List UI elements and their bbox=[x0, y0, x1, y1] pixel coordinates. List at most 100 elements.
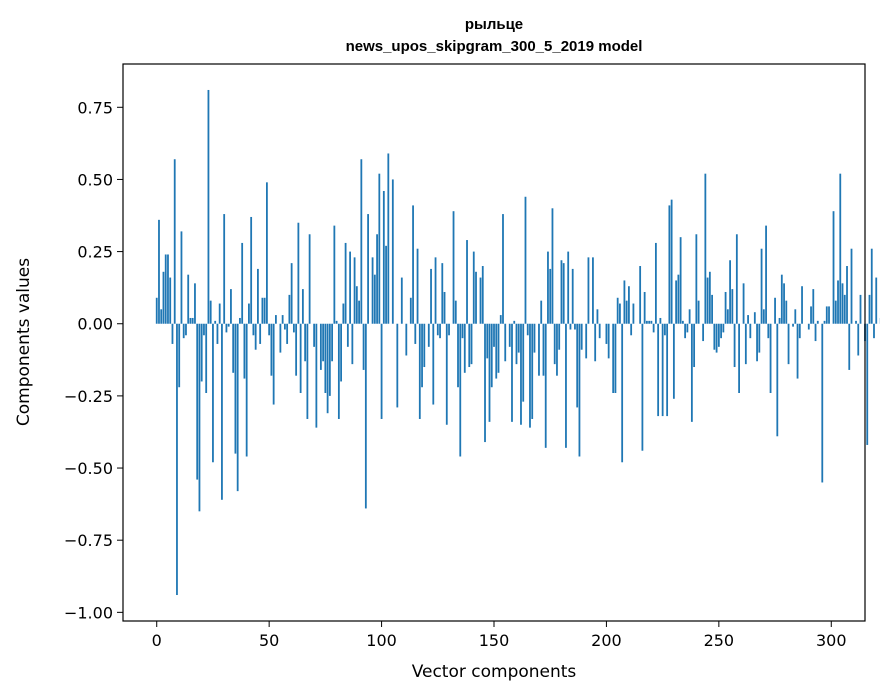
bar-59 bbox=[288, 294, 291, 324]
bar-312 bbox=[857, 323, 860, 356]
bar-204 bbox=[614, 323, 617, 393]
bar-10 bbox=[178, 323, 181, 388]
bar-259 bbox=[738, 323, 740, 393]
bar-107 bbox=[396, 323, 399, 408]
bar-211 bbox=[630, 323, 633, 336]
bar-60 bbox=[290, 263, 293, 324]
bar-264 bbox=[749, 323, 752, 339]
bar-151 bbox=[495, 323, 498, 379]
bar-180 bbox=[560, 260, 563, 324]
bar-125 bbox=[436, 323, 439, 336]
bar-277 bbox=[778, 317, 781, 324]
x-tick-label: 0 bbox=[152, 631, 162, 650]
y-tick-label: −0.50 bbox=[64, 459, 113, 478]
bar-27 bbox=[216, 323, 219, 344]
bar-68 bbox=[308, 234, 311, 324]
bar-268 bbox=[758, 323, 761, 353]
bar-45 bbox=[257, 268, 259, 324]
bar-5 bbox=[167, 254, 169, 324]
x-tick-label: 300 bbox=[816, 631, 847, 650]
bar-165 bbox=[526, 323, 529, 336]
bar-73 bbox=[319, 323, 322, 370]
bar-224 bbox=[659, 317, 662, 324]
bar-231 bbox=[675, 280, 678, 324]
bar-297 bbox=[823, 320, 826, 324]
bar-223 bbox=[657, 323, 660, 417]
bar-145 bbox=[481, 266, 484, 324]
bar-178 bbox=[556, 323, 558, 376]
bar-16 bbox=[191, 317, 194, 324]
x-tick-label: 250 bbox=[704, 631, 735, 650]
bar-191 bbox=[585, 323, 588, 359]
bar-115 bbox=[414, 323, 417, 344]
bar-0 bbox=[155, 297, 158, 324]
bar-83 bbox=[342, 303, 345, 324]
bar-49 bbox=[266, 182, 268, 324]
bar-215 bbox=[639, 266, 642, 324]
bar-216 bbox=[641, 323, 644, 451]
bar-102 bbox=[385, 245, 387, 324]
bar-98 bbox=[376, 234, 378, 324]
x-tick-label: 200 bbox=[591, 631, 622, 650]
bar-12 bbox=[182, 323, 185, 339]
bar-141 bbox=[472, 251, 475, 324]
bar-35 bbox=[234, 323, 237, 454]
bar-248 bbox=[713, 323, 716, 350]
bar-203 bbox=[612, 323, 615, 393]
bar-174 bbox=[547, 251, 549, 324]
bar-318 bbox=[870, 248, 873, 324]
bar-147 bbox=[486, 323, 489, 359]
bar-34 bbox=[232, 323, 235, 373]
bar-195 bbox=[594, 323, 597, 362]
bar-272 bbox=[767, 323, 770, 339]
bar-67 bbox=[306, 323, 309, 419]
bar-80 bbox=[335, 320, 338, 324]
bar-304 bbox=[839, 173, 842, 324]
bar-20 bbox=[200, 323, 203, 382]
bar-36 bbox=[236, 323, 239, 492]
bars-group bbox=[155, 89, 880, 596]
bar-7 bbox=[171, 323, 174, 344]
bar-8 bbox=[173, 159, 176, 324]
bar-63 bbox=[297, 222, 300, 324]
bar-196 bbox=[596, 309, 599, 324]
bar-266 bbox=[753, 312, 756, 324]
bar-149 bbox=[490, 323, 493, 388]
bar-4 bbox=[164, 254, 167, 324]
bar-15 bbox=[189, 317, 192, 324]
bar-230 bbox=[672, 323, 675, 399]
bar-210 bbox=[628, 286, 630, 324]
bar-66 bbox=[304, 323, 307, 362]
bar-252 bbox=[722, 323, 725, 333]
bar-261 bbox=[742, 283, 745, 324]
bar-82 bbox=[340, 323, 342, 382]
bar-157 bbox=[508, 323, 511, 347]
bar-81 bbox=[337, 323, 340, 419]
bar-164 bbox=[524, 196, 527, 324]
x-tick-label: 150 bbox=[479, 631, 510, 650]
bar-218 bbox=[646, 320, 648, 324]
bar-24 bbox=[209, 300, 212, 324]
bar-51 bbox=[270, 323, 273, 376]
bar-71 bbox=[315, 323, 318, 428]
bar-302 bbox=[834, 300, 837, 324]
bar-26 bbox=[214, 320, 217, 324]
bar-222 bbox=[654, 242, 657, 324]
bar-42 bbox=[250, 216, 253, 324]
bar-320 bbox=[875, 277, 878, 324]
bar-209 bbox=[625, 300, 628, 324]
bar-309 bbox=[850, 248, 853, 324]
bar-135 bbox=[459, 323, 462, 457]
bar-251 bbox=[720, 323, 722, 339]
bar-239 bbox=[693, 323, 696, 368]
bar-316 bbox=[866, 323, 869, 445]
bar-220 bbox=[650, 320, 653, 324]
chart-subtitle: news_upos_skipgram_300_5_2019 model bbox=[346, 38, 643, 55]
bar-237 bbox=[688, 309, 691, 324]
bar-192 bbox=[587, 257, 590, 324]
bar-91 bbox=[360, 159, 363, 324]
bar-142 bbox=[475, 271, 477, 324]
x-axis-label: Vector components bbox=[412, 662, 577, 682]
bar-33 bbox=[230, 289, 232, 324]
bar-124 bbox=[434, 257, 437, 324]
